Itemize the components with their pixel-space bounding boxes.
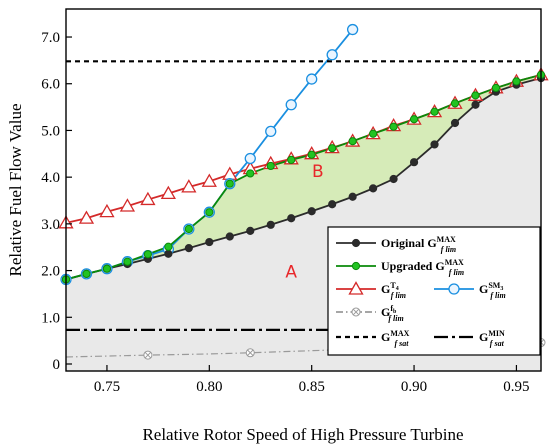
fsat-max-label: GMAX f sat — [381, 329, 410, 348]
g-flim-fb-point-1-cross — [247, 349, 254, 356]
g-flim-sm3-point-9 — [244, 152, 256, 165]
upgraded-g-flim-max-point-19 — [450, 99, 460, 108]
original-g-flim-max-point-5 — [164, 249, 173, 258]
g-flim-t4-point-7 — [201, 173, 217, 187]
original-g-flim-max-point-14 — [348, 192, 357, 201]
original-g-flim-max-point-8 — [225, 232, 234, 241]
original-g-flim-max-point-6 — [184, 244, 193, 253]
original-g-flim-max-point-17 — [409, 158, 419, 167]
g-flim-t4-point-5 — [160, 185, 176, 200]
t4-label: GT4 f lim — [381, 281, 406, 300]
upgraded-g-flim-max-point-20 — [471, 91, 480, 100]
axes: 0.75 0.80 0.85 0.90 0.95 0 1.0 2.0 3.0 4.0 5.0 6.0 7… — [41, 8, 542, 395]
original-g-flim-max-point-18 — [430, 140, 439, 149]
upgraded-g-flim-max-point-12 — [307, 150, 316, 159]
upgraded-g-flim-max-point-14 — [348, 137, 357, 146]
g-flim-fb-line — [66, 341, 541, 358]
y-tick-label-3: 3.0 — [41, 217, 60, 233]
g-flim-t4-point-2 — [99, 203, 115, 218]
original-legend-marker — [351, 238, 361, 248]
upgraded-label: Upgraded GMAX f lim — [381, 258, 464, 277]
x-tick-label-4: 0.95 — [503, 379, 529, 395]
fsat-min-label: GMIN f sat — [479, 329, 505, 348]
upgraded-g-flim-max-point-16 — [389, 122, 398, 131]
upgraded-g-flim-max-point-3 — [123, 257, 132, 266]
region-label-a: A — [285, 263, 297, 283]
upgraded-g-flim-max-point-9 — [246, 169, 255, 178]
g-flim-sm3-point-13 — [326, 49, 338, 61]
y-tick-label-5: 5.0 — [41, 123, 60, 139]
g-flim-t4-point-6 — [181, 179, 197, 193]
upgraded-g-flim-max-point-21 — [491, 83, 501, 93]
region-label-b: B — [312, 162, 324, 182]
g-flim-fb-point-0 — [143, 350, 153, 360]
g-flim-t4-point-4 — [140, 191, 156, 206]
original-g-flim-max-point-20 — [471, 100, 480, 109]
upgraded-g-flim-max-point-8 — [225, 179, 234, 188]
upgraded-g-flim-max-point-11 — [287, 155, 296, 164]
original-g-flim-max-point-12 — [307, 207, 316, 216]
original-g-flim-max-point-15 — [369, 184, 378, 193]
g-flim-t4-point-3 — [119, 198, 136, 212]
original-g-flim-max-point-11 — [287, 214, 296, 223]
original-g-flim-max-point-13 — [328, 200, 337, 209]
plot-frame — [65, 8, 542, 372]
g-flim-sm3-point-10 — [265, 125, 277, 138]
y-tick-label-4: 4.0 — [41, 170, 60, 186]
x-tick-label-2: 0.85 — [299, 379, 325, 395]
legend-box — [327, 226, 541, 356]
upgraded-g-flim-max-point-15 — [369, 129, 378, 138]
g-flim-sm3-point-11 — [285, 99, 297, 111]
original-g-flim-max-point-10 — [266, 220, 275, 229]
upgraded-g-flim-max-point-13 — [328, 144, 337, 153]
y-tick-label-0: 0 — [53, 357, 61, 373]
y-tick-label-1: 1.0 — [41, 310, 60, 326]
upgraded-g-flim-max-point-6 — [184, 224, 193, 234]
original-g-flim-max-point-7 — [205, 237, 214, 247]
upgraded-g-flim-max-point-1 — [82, 269, 91, 278]
upgraded-g-flim-max-point-22 — [512, 77, 521, 86]
x-tick-label-1: 0.80 — [196, 379, 222, 395]
fb-label: Gfb f lim — [381, 304, 404, 323]
region-b-fill — [66, 74, 541, 280]
g-flim-fb-point-0-cross — [144, 351, 152, 359]
fb-legend-cross — [352, 308, 360, 316]
sm3-legend-marker — [448, 283, 460, 295]
g-flim-sm3-point-14 — [346, 23, 359, 36]
x-tick-label-0: 0.75 — [94, 379, 120, 395]
upgraded-g-flim-max-point-17 — [409, 115, 419, 124]
g-flim-fb-point-1 — [245, 348, 255, 358]
g-flim-t4-point-1 — [78, 210, 95, 224]
y-axis-title: Relative Fuel Flow Value — [6, 104, 25, 277]
t4-legend-marker — [348, 281, 364, 295]
upgraded-g-flim-max-point-18 — [430, 107, 439, 116]
g-flim-sm3-point-12 — [306, 73, 318, 85]
x-tick-label-3: 0.90 — [401, 379, 427, 395]
upgraded-g-flim-max-point-4 — [143, 250, 152, 259]
y-tick-label-6: 6.0 — [41, 77, 60, 93]
y-tick-label-7: 7.0 — [41, 30, 60, 46]
original-g-flim-max-point-19 — [450, 118, 460, 128]
upgraded-g-flim-max-point-7 — [205, 208, 214, 217]
upgraded-legend-marker — [351, 261, 361, 271]
original-label: Original GMAX f lim — [381, 235, 456, 254]
upgraded-g-flim-max-point-5 — [164, 242, 173, 251]
sm3-label: GSM3 f lim — [479, 281, 506, 300]
x-axis-title: Relative Rotor Speed of High Pressure Tu… — [142, 425, 463, 444]
original-g-flim-max-point-16 — [389, 174, 398, 184]
original-g-flim-max-point-9 — [246, 226, 255, 235]
legend: Original GMAX f lim Upgraded GMAX f lim GT4 f… — [327, 226, 541, 356]
y-tick-label-2: 2.0 — [41, 264, 60, 280]
upgraded-g-flim-max-point-10 — [266, 161, 275, 171]
upgraded-g-flim-max-point-2 — [102, 264, 112, 273]
